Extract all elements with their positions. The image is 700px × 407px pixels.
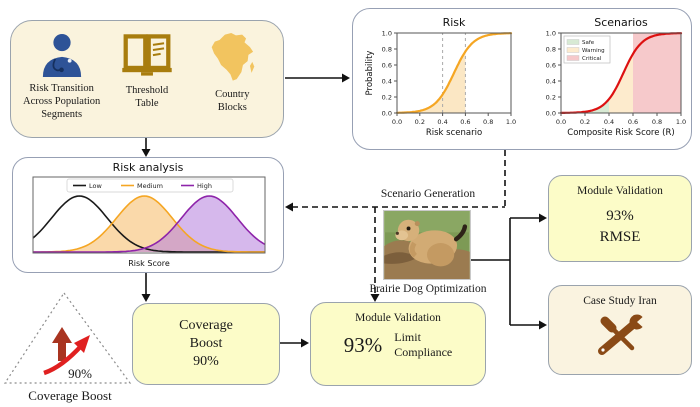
tools-icon — [598, 314, 646, 355]
svg-text:0.0: 0.0 — [546, 109, 556, 117]
book-icon — [122, 34, 172, 76]
svg-text:0.8: 0.8 — [652, 118, 662, 126]
scenarios-chart: 0.0 0.2 0.4 0.6 0.8 1.0 0.0 0.2 0.4 0.6 0.8 1.0 Scen… — [546, 16, 687, 138]
svg-text:0.2: 0.2 — [546, 93, 556, 101]
svg-text:0.2: 0.2 — [382, 93, 392, 101]
svg-text:Low: Low — [89, 182, 102, 190]
svg-text:0.0: 0.0 — [556, 118, 566, 126]
coverage-boost-box: Coverage Boost 90% — [132, 303, 280, 385]
svg-text:Risk scenario: Risk scenario — [426, 128, 482, 138]
charts-box: 0.0 0.2 0.4 0.6 0.8 1.0 0.0 0.2 0.4 0.6 0.8 1.0 Risk… — [352, 8, 692, 150]
svg-text:Probability: Probability — [365, 51, 375, 96]
module-validation-compliance-box: Module Validation 93% Limit Compliance — [310, 302, 486, 386]
input-label-threshold-table: Threshold Table — [125, 85, 169, 109]
svg-text:0.8: 0.8 — [382, 45, 392, 53]
prairie-dog-optimization-label: Prairie Dog Optimization — [369, 283, 487, 295]
rmse-metric: RMSE — [599, 229, 641, 245]
svg-text:0.4: 0.4 — [382, 77, 392, 85]
svg-text:0.8: 0.8 — [546, 45, 556, 53]
module-validation-row: 93% Limit Compliance — [311, 330, 485, 360]
rmse-box-title: Module Validation — [577, 185, 663, 197]
scenario-generation-label: Scenario Generation — [380, 188, 476, 200]
rmse-percent: 93% — [606, 208, 634, 224]
svg-text:Risk: Risk — [443, 16, 466, 29]
input-label-risk-transition: Risk Transition Across Population Segmen… — [23, 83, 101, 120]
svg-text:0.8: 0.8 — [483, 118, 493, 126]
svg-text:0.2: 0.2 — [415, 118, 425, 126]
svg-text:Scenarios: Scenarios — [594, 16, 648, 29]
case-study-iran-box: Case Study Iran — [548, 285, 692, 375]
svg-text:0.6: 0.6 — [546, 61, 556, 69]
svg-text:0.6: 0.6 — [460, 118, 470, 126]
svg-text:Risk Score: Risk Score — [128, 259, 170, 268]
module-validation-metric: Limit Compliance — [394, 330, 453, 359]
svg-text:0.4: 0.4 — [546, 77, 556, 85]
svg-text:High: High — [197, 182, 212, 190]
doctor-icon — [42, 33, 81, 77]
curved-arrow-head — [74, 335, 90, 353]
svg-text:1.0: 1.0 — [506, 118, 516, 126]
svg-text:0.6: 0.6 — [628, 118, 638, 126]
input-item-country-blocks: Country Blocks — [190, 33, 274, 115]
svg-text:Composite Risk Score (R): Composite Risk Score (R) — [567, 128, 674, 138]
svg-text:0.6: 0.6 — [382, 61, 392, 69]
svg-text:Critical: Critical — [582, 56, 602, 62]
svg-text:1.0: 1.0 — [382, 29, 392, 37]
curved-growth-arrow-icon — [43, 343, 84, 376]
risk-chart: 0.0 0.2 0.4 0.6 0.8 1.0 0.0 0.2 0.4 0.6 0.8 1.0 Risk… — [365, 16, 516, 138]
coverage-boost-triangle: 90% — [3, 291, 132, 384]
module-validation-title: Module Validation — [355, 312, 441, 324]
risk-analysis-box: Risk analysis Low Medium High Risk Score — [12, 157, 284, 273]
svg-text:0.4: 0.4 — [604, 118, 614, 126]
svg-text:1.0: 1.0 — [676, 118, 686, 126]
triangle-percent-label: 90% — [68, 366, 92, 381]
input-item-risk-transition: Risk Transition Across Population Segmen… — [19, 33, 103, 121]
svg-text:0.4: 0.4 — [437, 118, 447, 126]
svg-text:0.0: 0.0 — [392, 118, 402, 126]
input-item-threshold-table: Threshold Table — [105, 33, 189, 111]
svg-text:Warning: Warning — [582, 48, 605, 54]
prairie-dog-photo — [383, 210, 471, 280]
svg-text:0.2: 0.2 — [580, 118, 590, 126]
inputs-box: Risk Transition Across Population Segmen… — [10, 20, 284, 138]
svg-text:Safe: Safe — [582, 40, 595, 46]
input-label-country-blocks: Country Blocks — [215, 89, 250, 113]
prairie-dog-image — [384, 211, 470, 279]
triangle-outline — [3, 291, 132, 384]
svg-text:0.0: 0.0 — [382, 109, 392, 117]
coverage-boost-text: Coverage Boost 90% — [179, 317, 233, 370]
risk-analysis-title: Risk analysis — [112, 161, 184, 174]
rmse-box-value: 93% RMSE — [549, 206, 691, 248]
africa-map-icon — [212, 33, 255, 81]
triangle-caption: Coverage Boost — [28, 388, 112, 403]
svg-text:Medium: Medium — [137, 182, 163, 190]
svg-text:1.0: 1.0 — [546, 29, 556, 37]
module-validation-rmse-box: Module Validation 93% RMSE — [548, 175, 692, 262]
module-validation-percent: 93% — [343, 332, 383, 357]
up-arrow-icon — [52, 327, 72, 361]
case-study-title: Case Study Iran — [583, 295, 657, 307]
risk-distributions-chart: Low Medium High Risk Score — [32, 176, 266, 268]
